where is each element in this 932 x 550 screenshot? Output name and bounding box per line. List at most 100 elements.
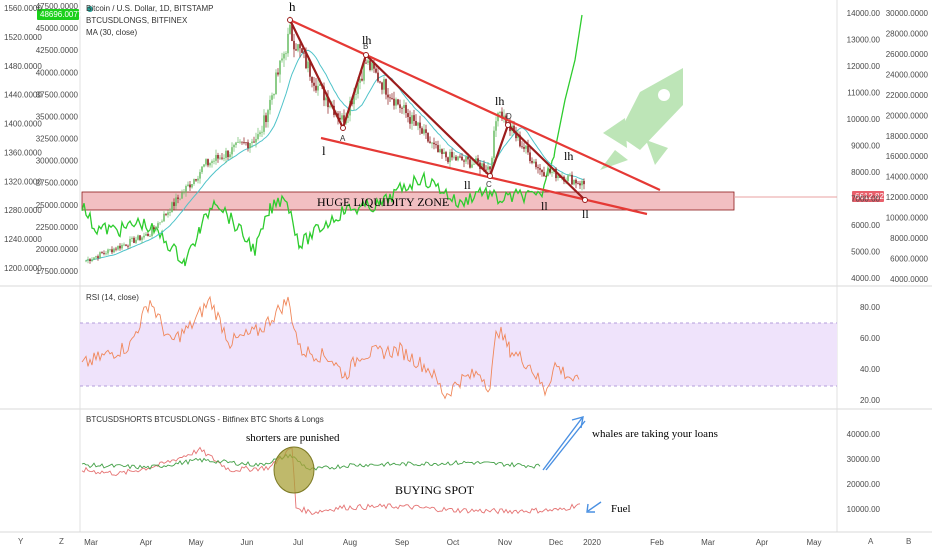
candle-body: [329, 106, 331, 108]
candle-body: [555, 168, 557, 179]
time-tick-label: Oct: [447, 538, 460, 547]
left-tick-label: 1240.0000: [4, 235, 42, 244]
candle-body: [225, 150, 227, 158]
punish-circle: [273, 446, 315, 494]
candle-body: [353, 94, 355, 105]
candle-body: [365, 62, 367, 64]
candle-body: [205, 159, 207, 165]
candle-body: [221, 157, 223, 159]
candle-body: [127, 245, 129, 247]
candle-body: [315, 85, 317, 91]
longs-tick-label: 8000.0000: [890, 234, 928, 243]
candle-body: [287, 33, 289, 54]
candle-body: [285, 53, 287, 55]
candle-body: [377, 72, 379, 82]
candle-body: [569, 174, 571, 176]
pivot-d: [505, 122, 511, 128]
left-inner-tick-label: 40000.0000: [36, 68, 79, 77]
time-tick-label: Nov: [498, 538, 512, 547]
candle-body: [269, 99, 271, 111]
ma-series: [85, 49, 585, 261]
longs-tick-label: 14000.0000: [886, 173, 929, 182]
candle-body: [273, 94, 275, 96]
candle-body: [557, 175, 559, 179]
price-axis-ticks: 14000.00 13000.00 12000.00 11000.00 10000.00…: [847, 9, 881, 283]
candle-body: [297, 44, 299, 51]
candle-body: [253, 141, 255, 143]
candle-body: [411, 115, 413, 124]
candle-body: [543, 172, 545, 177]
candle-body: [347, 115, 349, 119]
candle-body: [499, 111, 501, 114]
candle-body: [371, 62, 373, 70]
label-lh-1: lh: [362, 33, 371, 47]
b-button[interactable]: B: [906, 537, 911, 546]
longs-tick-label: 12000.0000: [886, 193, 929, 202]
abcd-pattern: [289, 19, 586, 201]
candle-body: [231, 147, 233, 155]
candle-body: [433, 142, 435, 145]
candle-body: [503, 115, 505, 119]
point-d-label: D: [506, 112, 512, 121]
time-axis: Mar Apr May Jun Jul Aug Sep Oct Nov Dec 2020 Feb Mar…: [84, 538, 821, 547]
candle-body: [423, 129, 425, 134]
legend-main: Bitcoin / U.S. Dollar, 1D, BITSTAMP: [86, 4, 213, 13]
time-tick-label: Apr: [756, 538, 769, 547]
candle-body: [325, 97, 327, 101]
left-tick-label: 1480.0000: [4, 62, 42, 71]
longs-tick-label: 20000.0000: [886, 111, 929, 120]
longs-tick-label: 6000.0000: [890, 255, 928, 264]
candle-body: [401, 107, 403, 109]
candle-body: [523, 146, 525, 149]
longs-line: [81, 14, 583, 267]
candle-body: [121, 244, 123, 249]
price-tick-label: 11000.00: [847, 89, 880, 98]
candle-body: [343, 115, 345, 124]
candle-body: [437, 145, 439, 153]
candle-body: [427, 132, 429, 142]
candle-body: [291, 24, 293, 41]
candle-body: [307, 61, 309, 69]
candle-body: [165, 213, 167, 215]
candle-body: [407, 113, 409, 118]
candle-body: [515, 132, 517, 139]
candle-body: [111, 249, 113, 253]
candle-body: [233, 144, 235, 148]
candle-body: [243, 141, 245, 143]
candle-body: [181, 192, 183, 199]
a-button[interactable]: A: [868, 537, 874, 546]
candle-body: [191, 184, 193, 188]
left-tick-label: 1400.0000: [4, 120, 42, 129]
candle-body: [137, 235, 139, 240]
rsi-axis-ticks: 80.00 60.00 40.00 20.00: [860, 303, 881, 405]
candle-body: [531, 160, 533, 163]
price-tick-label: 12000.00: [847, 62, 881, 71]
candle-body: [267, 110, 269, 123]
candle-body: [203, 164, 205, 167]
price-tick-label: 9000.00: [851, 142, 880, 151]
candle-body: [469, 159, 471, 168]
buying-spot-note: BUYING SPOT: [395, 483, 475, 497]
y-button[interactable]: Y: [18, 537, 24, 546]
longs-axis-ticks: 30000.0000 28000.0000 26000.0000 24000.0000…: [886, 9, 929, 284]
label-lh-3: lh: [564, 149, 573, 163]
shorters-note: shorters are punished: [246, 432, 340, 444]
candle-body: [141, 237, 143, 240]
candle-body: [551, 172, 553, 173]
candle-body: [443, 152, 445, 154]
candle-body: [399, 104, 401, 108]
candle-body: [375, 68, 377, 73]
candle-body: [235, 142, 237, 145]
candle-body: [145, 233, 147, 236]
candle-body: [327, 97, 329, 108]
candle-body: [207, 159, 209, 166]
candle-body: [199, 172, 201, 179]
shorts-longs-tick-label: 20000.00: [847, 480, 881, 489]
candle-body: [219, 157, 221, 159]
candle-body: [477, 158, 479, 163]
legend-longs: BTCUSDLONGS, BITFINEX: [86, 16, 188, 25]
price-tick-label: 14000.00: [847, 9, 881, 18]
candle-body: [383, 79, 385, 90]
z-button[interactable]: Z: [59, 537, 64, 546]
